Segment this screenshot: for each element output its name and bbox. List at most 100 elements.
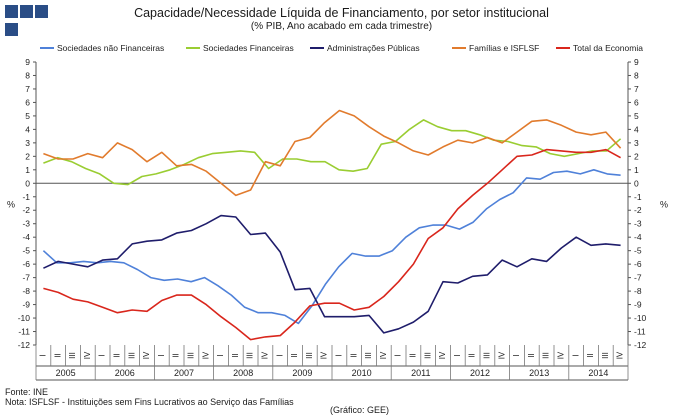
legend-label: Sociedades não Financeiras xyxy=(57,43,164,53)
source-note: Fonte: INE xyxy=(5,387,49,397)
x-quarter-label: III xyxy=(246,352,255,359)
x-quarter-label: IV xyxy=(616,351,625,359)
y-tick-label-right: 3 xyxy=(634,138,639,148)
y-axis-label-left: % xyxy=(7,200,15,210)
x-quarter-label: I xyxy=(157,354,166,356)
x-quarter-label: III xyxy=(601,352,610,359)
x-quarter-label: IV xyxy=(201,351,210,359)
y-tick-label-right: 7 xyxy=(634,84,639,94)
x-quarter-label: IV xyxy=(83,351,92,359)
y-tick-label-right: 6 xyxy=(634,97,639,107)
y-tick-label-left: 6 xyxy=(25,97,30,107)
y-tick-label-left: 7 xyxy=(25,84,30,94)
y-tick-label-right: -6 xyxy=(634,259,642,269)
y-tick-label-left: 4 xyxy=(25,124,30,134)
x-year-label: 2005 xyxy=(56,368,76,378)
x-quarter-label: III xyxy=(364,352,373,359)
x-quarter-label: II xyxy=(586,353,595,357)
x-year-label: 2011 xyxy=(411,368,430,378)
x-quarter-label: III xyxy=(305,352,314,359)
y-axis-label-right: % xyxy=(660,200,668,210)
y-tick-label-right: 1 xyxy=(634,165,639,175)
x-quarter-label: IV xyxy=(557,351,566,359)
y-tick-label-right: -5 xyxy=(634,246,642,256)
y-tick-label-right: -8 xyxy=(634,286,642,296)
y-tick-label-right: 2 xyxy=(634,151,639,161)
y-tick-label-left: 2 xyxy=(25,151,30,161)
y-tick-label-right: 5 xyxy=(634,111,639,121)
x-quarter-label: I xyxy=(571,354,580,356)
chart-subtitle: (% PIB, Ano acabado em cada trimestre) xyxy=(250,21,433,32)
y-tick-label-left: 3 xyxy=(25,138,30,148)
y-tick-label-right: -9 xyxy=(634,300,642,310)
y-tick-label-right: 9 xyxy=(634,57,639,67)
series-line xyxy=(43,214,621,334)
x-quarter-label: I xyxy=(39,354,48,356)
x-quarter-label: III xyxy=(542,352,551,359)
y-tick-label-left: 8 xyxy=(25,70,30,80)
y-tick-label-left: -5 xyxy=(22,246,30,256)
x-quarter-label: II xyxy=(172,353,181,357)
x-quarter-label: I xyxy=(394,354,403,356)
legend-label: Administrações Públicas xyxy=(327,43,420,53)
x-year-label: 2013 xyxy=(529,368,549,378)
y-tick-label-left: -7 xyxy=(22,273,30,283)
y-tick-label-left: 0 xyxy=(25,178,30,188)
y-tick-label-left: 5 xyxy=(25,111,30,121)
y-tick-label-right: -10 xyxy=(634,313,647,323)
x-quarter-label: I xyxy=(335,354,344,356)
chart-credit: (Gráfico: GEE) xyxy=(330,405,390,415)
y-tick-label-right: 0 xyxy=(634,178,639,188)
x-quarter-label: II xyxy=(409,353,418,357)
y-tick-label-right: -7 xyxy=(634,273,642,283)
y-tick-label-left: -3 xyxy=(22,219,30,229)
gee-logo xyxy=(5,5,63,36)
x-quarter-label: IV xyxy=(497,351,506,359)
x-quarter-label: I xyxy=(98,354,107,356)
y-tick-label-left: -2 xyxy=(22,205,30,215)
x-quarter-label: IV xyxy=(320,351,329,359)
footnote: Nota: ISFLSF - Instituições sem Fins Luc… xyxy=(5,397,294,407)
y-tick-label-left: -12 xyxy=(18,340,31,350)
y-tick-label-right: -3 xyxy=(634,219,642,229)
x-year-label: 2006 xyxy=(115,368,135,378)
y-tick-label-left: -1 xyxy=(22,192,30,202)
series-line xyxy=(43,148,621,341)
y-tick-label-left: -6 xyxy=(22,259,30,269)
x-year-label: 2014 xyxy=(588,368,608,378)
x-quarter-label: II xyxy=(527,353,536,357)
x-quarter-label: I xyxy=(512,354,521,356)
x-year-label: 2012 xyxy=(470,368,490,378)
x-quarter-label: I xyxy=(275,354,284,356)
x-quarter-label: II xyxy=(468,353,477,357)
y-tick-label-left: 9 xyxy=(25,57,30,67)
x-quarter-label: III xyxy=(127,352,136,359)
legend-label: Sociedades Financeiras xyxy=(203,43,294,53)
x-year-label: 2009 xyxy=(292,368,312,378)
x-quarter-label: III xyxy=(187,352,196,359)
x-quarter-label: IV xyxy=(261,351,270,359)
y-tick-label-left: -11 xyxy=(18,327,30,337)
series-line xyxy=(42,169,621,325)
y-tick-label-left: 1 xyxy=(25,165,30,175)
y-tick-label-left: -4 xyxy=(22,232,30,242)
x-quarter-label: I xyxy=(453,354,462,356)
y-tick-label-right: -4 xyxy=(634,232,642,242)
y-tick-label-right: -12 xyxy=(634,340,647,350)
legend-label: Famílias e ISFLSF xyxy=(469,43,539,53)
y-tick-label-right: -1 xyxy=(634,192,642,202)
x-year-label: 2010 xyxy=(352,368,372,378)
x-quarter-label: I xyxy=(216,354,225,356)
x-quarter-label: II xyxy=(53,353,62,357)
legend-label: Total da Economia xyxy=(573,43,643,53)
y-tick-label-right: -11 xyxy=(634,327,646,337)
x-quarter-label: IV xyxy=(379,351,388,359)
x-quarter-label: II xyxy=(290,353,299,357)
series-line xyxy=(43,109,622,197)
x-quarter-label: IV xyxy=(142,351,151,359)
y-tick-label-right: 4 xyxy=(634,124,639,134)
x-quarter-label: III xyxy=(68,352,77,359)
y-tick-label-left: -9 xyxy=(22,300,30,310)
series-line xyxy=(43,119,622,186)
